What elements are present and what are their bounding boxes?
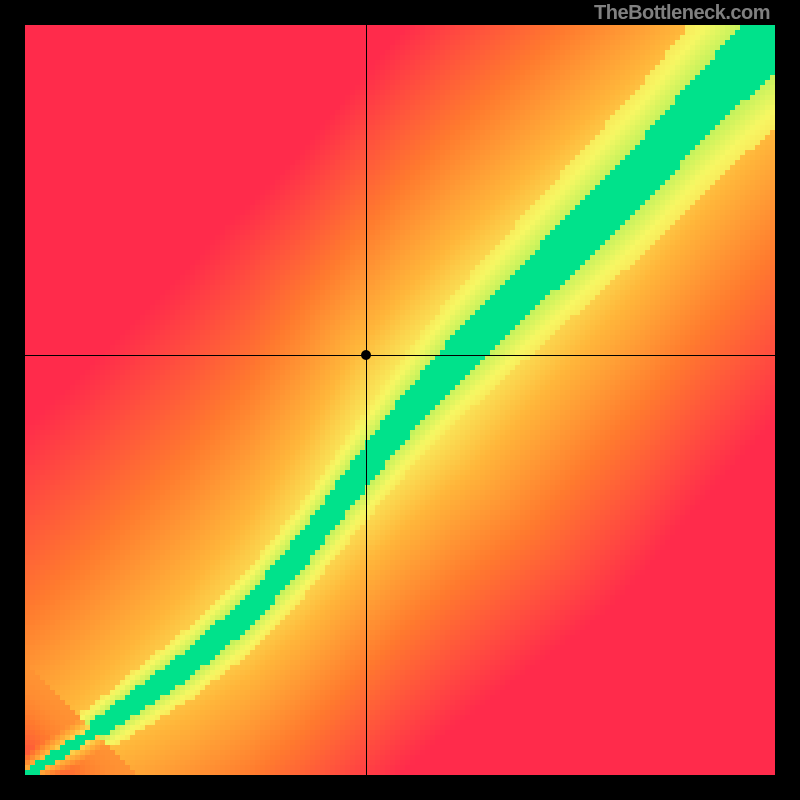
crosshair-horizontal xyxy=(25,355,775,356)
crosshair-vertical xyxy=(366,25,367,775)
plot-area xyxy=(25,25,775,775)
bottleneck-heatmap xyxy=(25,25,775,775)
watermark-label: TheBottleneck.com xyxy=(594,2,770,25)
selection-marker xyxy=(361,350,371,360)
chart-frame: TheBottleneck.com xyxy=(0,0,800,800)
